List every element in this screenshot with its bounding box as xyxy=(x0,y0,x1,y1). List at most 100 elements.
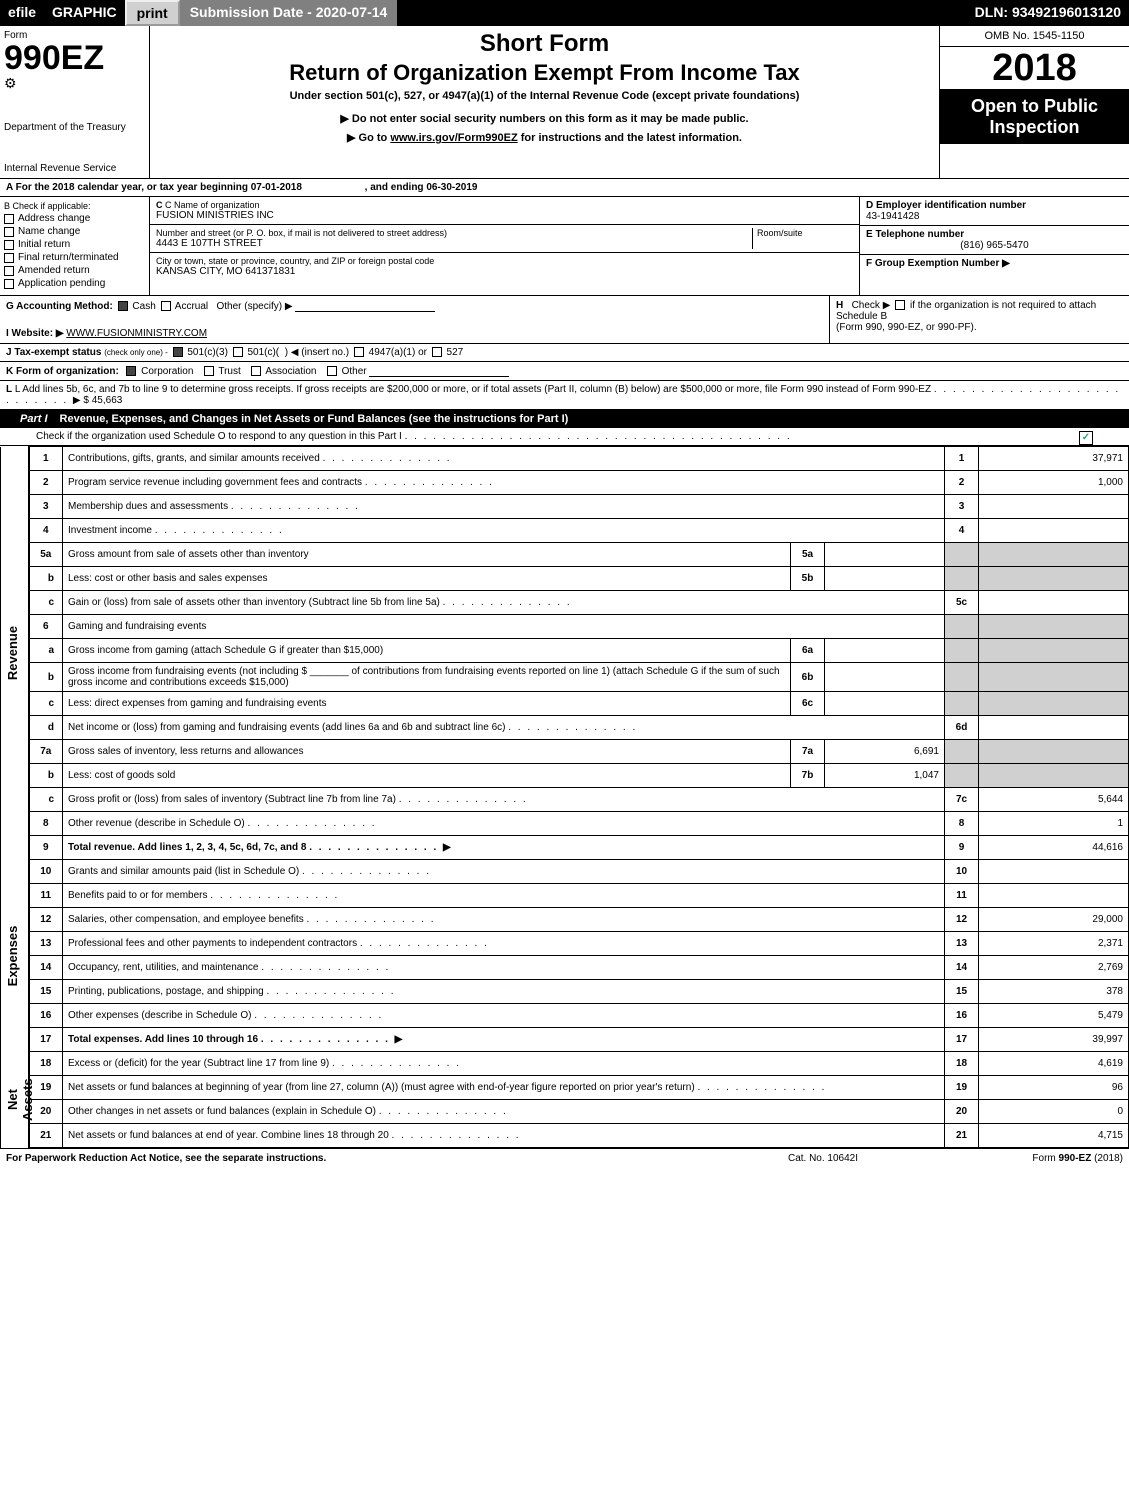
checkbox-checked-icon[interactable] xyxy=(173,347,183,357)
g-other-input[interactable] xyxy=(295,300,435,312)
d-label: D Employer identification number xyxy=(866,200,1026,211)
line-number: 10 xyxy=(29,860,63,884)
row-g: G Accounting Method: Cash Accrual Other … xyxy=(0,296,829,343)
checkbox-checked-icon[interactable] xyxy=(118,301,128,311)
line-description: Less: cost or other basis and sales expe… xyxy=(63,567,791,591)
checkbox-empty-icon[interactable] xyxy=(327,366,337,376)
line-row: 4Investment income . . . . . . . . . . .… xyxy=(1,519,1129,543)
line-description: Gross sales of inventory, less returns a… xyxy=(63,740,791,764)
checkbox-checked-icon[interactable]: ✓ xyxy=(1079,431,1093,445)
checkbox-empty-icon[interactable] xyxy=(161,301,171,311)
row-a: A For the 2018 calendar year, or tax yea… xyxy=(0,179,1129,197)
line-description: Net income or (loss) from gaming and fun… xyxy=(63,716,945,740)
checkbox-empty-icon[interactable] xyxy=(4,253,14,263)
l-text: L Add lines 5b, 6c, and 7b to line 9 to … xyxy=(15,384,931,395)
e-label: E Telephone number xyxy=(866,229,964,240)
checkbox-empty-icon[interactable] xyxy=(4,240,14,250)
amount-value xyxy=(979,884,1129,908)
checkbox-empty-icon[interactable] xyxy=(251,366,261,376)
c-street-value: 4443 E 107TH STREET xyxy=(156,238,748,249)
line-number: 14 xyxy=(29,956,63,980)
row-a-begin: A For the 2018 calendar year, or tax yea… xyxy=(0,179,1129,196)
line-description: Contributions, gifts, grants, and simila… xyxy=(63,447,945,471)
checkbox-empty-icon[interactable] xyxy=(4,214,14,224)
header-left: Form 990EZ ⚙ Department of the Treasury … xyxy=(0,26,150,178)
line-description: Printing, publications, postage, and shi… xyxy=(63,980,945,1004)
j-label: J Tax-exempt status xyxy=(6,347,101,358)
subtitle-1: Under section 501(c), 527, or 4947(a)(1)… xyxy=(154,90,935,102)
h-text3: (Form 990, 990-EZ, or 990-PF). xyxy=(836,322,1123,333)
line-row: Revenue1Contributions, gifts, grants, an… xyxy=(1,447,1129,471)
gray-cell xyxy=(979,764,1129,788)
checkbox-empty-icon[interactable] xyxy=(895,300,905,310)
line-number: 15 xyxy=(29,980,63,1004)
line-row: 8Other revenue (describe in Schedule O) … xyxy=(1,812,1129,836)
checkbox-empty-icon[interactable] xyxy=(4,266,14,276)
irs-link[interactable]: www.irs.gov/Form990EZ xyxy=(390,132,517,144)
checkbox-checked-icon[interactable] xyxy=(126,366,136,376)
line-number: 1 xyxy=(29,447,63,471)
box-number: 11 xyxy=(945,884,979,908)
checkbox-empty-icon[interactable] xyxy=(4,279,14,289)
checkbox-empty-icon[interactable] xyxy=(354,347,364,357)
k-label: K Form of organization: xyxy=(6,366,119,377)
submission-date: Submission Date - 2020-07-14 xyxy=(180,0,398,26)
mini-amount xyxy=(825,663,945,692)
amount-value: 29,000 xyxy=(979,908,1129,932)
irs-label: Internal Revenue Service xyxy=(4,163,145,174)
box-number: 10 xyxy=(945,860,979,884)
mini-amount: 6,691 xyxy=(825,740,945,764)
short-form-title: Short Form xyxy=(154,30,935,58)
amount-value: 4,619 xyxy=(979,1052,1129,1076)
line-row: dNet income or (loss) from gaming and fu… xyxy=(1,716,1129,740)
form-number: 990EZ xyxy=(4,41,145,75)
h-label: H xyxy=(836,300,843,311)
line-description: Gain or (loss) from sale of assets other… xyxy=(63,591,945,615)
mini-box-number: 7b xyxy=(791,764,825,788)
line-number: a xyxy=(29,639,63,663)
gray-cell xyxy=(979,615,1129,639)
line-number: c xyxy=(29,692,63,716)
line-row: 14Occupancy, rent, utilities, and mainte… xyxy=(1,956,1129,980)
amount-value: 0 xyxy=(979,1100,1129,1124)
amount-value: 44,616 xyxy=(979,836,1129,860)
line-number: 5a xyxy=(29,543,63,567)
gray-cell xyxy=(979,740,1129,764)
e-value: (816) 965-5470 xyxy=(866,240,1123,251)
part-i-label: Part I xyxy=(20,413,60,425)
form-header: Form 990EZ ⚙ Department of the Treasury … xyxy=(0,26,1129,179)
checkbox-empty-icon[interactable] xyxy=(204,366,214,376)
open-to-public: Open to Public Inspection xyxy=(940,90,1129,144)
gray-cell xyxy=(979,639,1129,663)
line-row: 13Professional fees and other payments t… xyxy=(1,932,1129,956)
subtitle-3: ▶ Go to www.irs.gov/Form990EZ for instru… xyxy=(154,131,935,144)
k-other-input[interactable] xyxy=(369,365,509,377)
footer-left: For Paperwork Reduction Act Notice, see … xyxy=(6,1153,723,1164)
part-i-header: Part I Revenue, Expenses, and Changes in… xyxy=(0,410,1129,428)
print-button[interactable]: print xyxy=(125,0,180,26)
col-d-e-f: D Employer identification number 43-1941… xyxy=(859,197,1129,295)
line-row: cGain or (loss) from sale of assets othe… xyxy=(1,591,1129,615)
row-i: I Website: ▶ WWW.FUSIONMINISTRY.COM xyxy=(6,328,823,339)
checkbox-empty-icon[interactable] xyxy=(233,347,243,357)
line-description: Program service revenue including govern… xyxy=(63,471,945,495)
line-description: Gross income from gaming (attach Schedul… xyxy=(63,639,791,663)
row-j: J Tax-exempt status (check only one) - 5… xyxy=(0,344,1129,362)
line-number: 18 xyxy=(29,1052,63,1076)
box-number: 5c xyxy=(945,591,979,615)
check-app-pending: Application pending xyxy=(4,278,145,289)
gray-cell xyxy=(979,692,1129,716)
h-text1: Check ▶ xyxy=(852,300,891,311)
check-label-3: Final return/terminated xyxy=(18,252,119,263)
checkbox-empty-icon[interactable] xyxy=(4,227,14,237)
amount-value: 37,971 xyxy=(979,447,1129,471)
gray-cell xyxy=(945,740,979,764)
line-description: Total revenue. Add lines 1, 2, 3, 4, 5c,… xyxy=(63,836,945,860)
check-final-return: Final return/terminated xyxy=(4,252,145,263)
checkbox-empty-icon[interactable] xyxy=(432,347,442,357)
line-row: 17Total expenses. Add lines 10 through 1… xyxy=(1,1028,1129,1052)
amount-value: 96 xyxy=(979,1076,1129,1100)
part-i-check-o: Check if the organization used Schedule … xyxy=(0,428,1129,446)
line-row: 21Net assets or fund balances at end of … xyxy=(1,1124,1129,1148)
line-description: Net assets or fund balances at end of ye… xyxy=(63,1124,945,1148)
